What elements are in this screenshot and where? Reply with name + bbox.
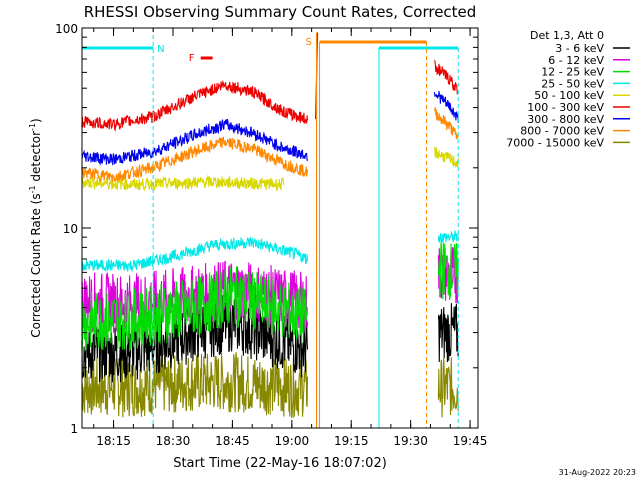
y-axis-label: Corrected Count Rate (s-1 detector-1) (28, 118, 43, 337)
plot-content (81, 32, 459, 428)
series-line-3-6-kev-seg1 (437, 303, 459, 363)
series-line-7000-15000-kev-seg1 (437, 357, 459, 418)
legend-header: Det 1,3, Att 0 (530, 29, 604, 42)
annotations: N F S (81, 28, 459, 428)
legend-entry-label: 3 - 6 keV (555, 42, 604, 55)
chart-title: RHESSI Observing Summary Count Rates, Co… (84, 3, 477, 21)
legend-entry-label: 800 - 7000 keV (520, 125, 604, 138)
series-line-25-50-kev-seg0 (81, 236, 309, 272)
series-line-50-100-kev-seg0 (81, 174, 285, 192)
x-tick-label: 18:45 (215, 434, 250, 448)
x-tick-label: 18:15 (96, 434, 131, 448)
x-axis-ticks: 18:15 18:30 18:45 19:00 19:15 19:30 19:45 (93, 28, 488, 448)
series-line-300-800-kev-seg0 (81, 118, 309, 166)
night-label: N (157, 44, 164, 55)
series-line-50-100-kev-seg1 (433, 147, 459, 168)
x-tick-label: 18:30 (156, 434, 191, 448)
series-line-12-25-kev-seg0 (81, 266, 309, 352)
y-axis-ticks: 1 10 100 (55, 22, 478, 436)
y-tick-label: 1 (70, 422, 78, 436)
footer-timestamp: 31-Aug-2022 20:23 (559, 468, 636, 477)
y-tick-label: 10 (63, 222, 78, 236)
x-tick-label: 19:15 (334, 434, 369, 448)
flare-label: F (189, 53, 195, 64)
x-axis-label: Start Time (22-May-16 18:07:02) (173, 456, 387, 471)
legend-entry-label: 25 - 50 keV (541, 77, 604, 90)
series-line-100-300-kev-seg0 (81, 79, 309, 132)
series-line-800-7000-kev-seg0 (81, 136, 309, 183)
legend-entry-label: 100 - 300 keV (527, 101, 604, 114)
x-tick-label: 19:45 (453, 434, 488, 448)
series-line-7000-15000-kev-seg0 (81, 352, 309, 419)
series-line-300-800-kev-seg1 (433, 90, 459, 123)
y-tick-label: 100 (55, 22, 78, 36)
legend-entry-label: 12 - 25 keV (541, 66, 604, 79)
series-line-100-300-kev-seg1 (434, 59, 459, 95)
saa-label: S (306, 37, 312, 48)
series-line-25-50-kev-seg1 (437, 229, 459, 243)
legend-entry-label: 300 - 800 keV (527, 113, 604, 126)
series-line-6-12-kev-seg1 (437, 246, 459, 304)
legend-entry-label: 7000 - 15000 keV (506, 136, 604, 149)
series-line-12-25-kev-seg1 (437, 241, 459, 300)
x-tick-label: 19:30 (393, 434, 428, 448)
series-line-800-7000-kev-seg1 (433, 107, 459, 140)
legend-entry-label: 6 - 12 keV (548, 54, 604, 67)
legend-entry-label: 50 - 100 keV (534, 89, 604, 102)
x-tick-label: 19:00 (275, 434, 310, 448)
